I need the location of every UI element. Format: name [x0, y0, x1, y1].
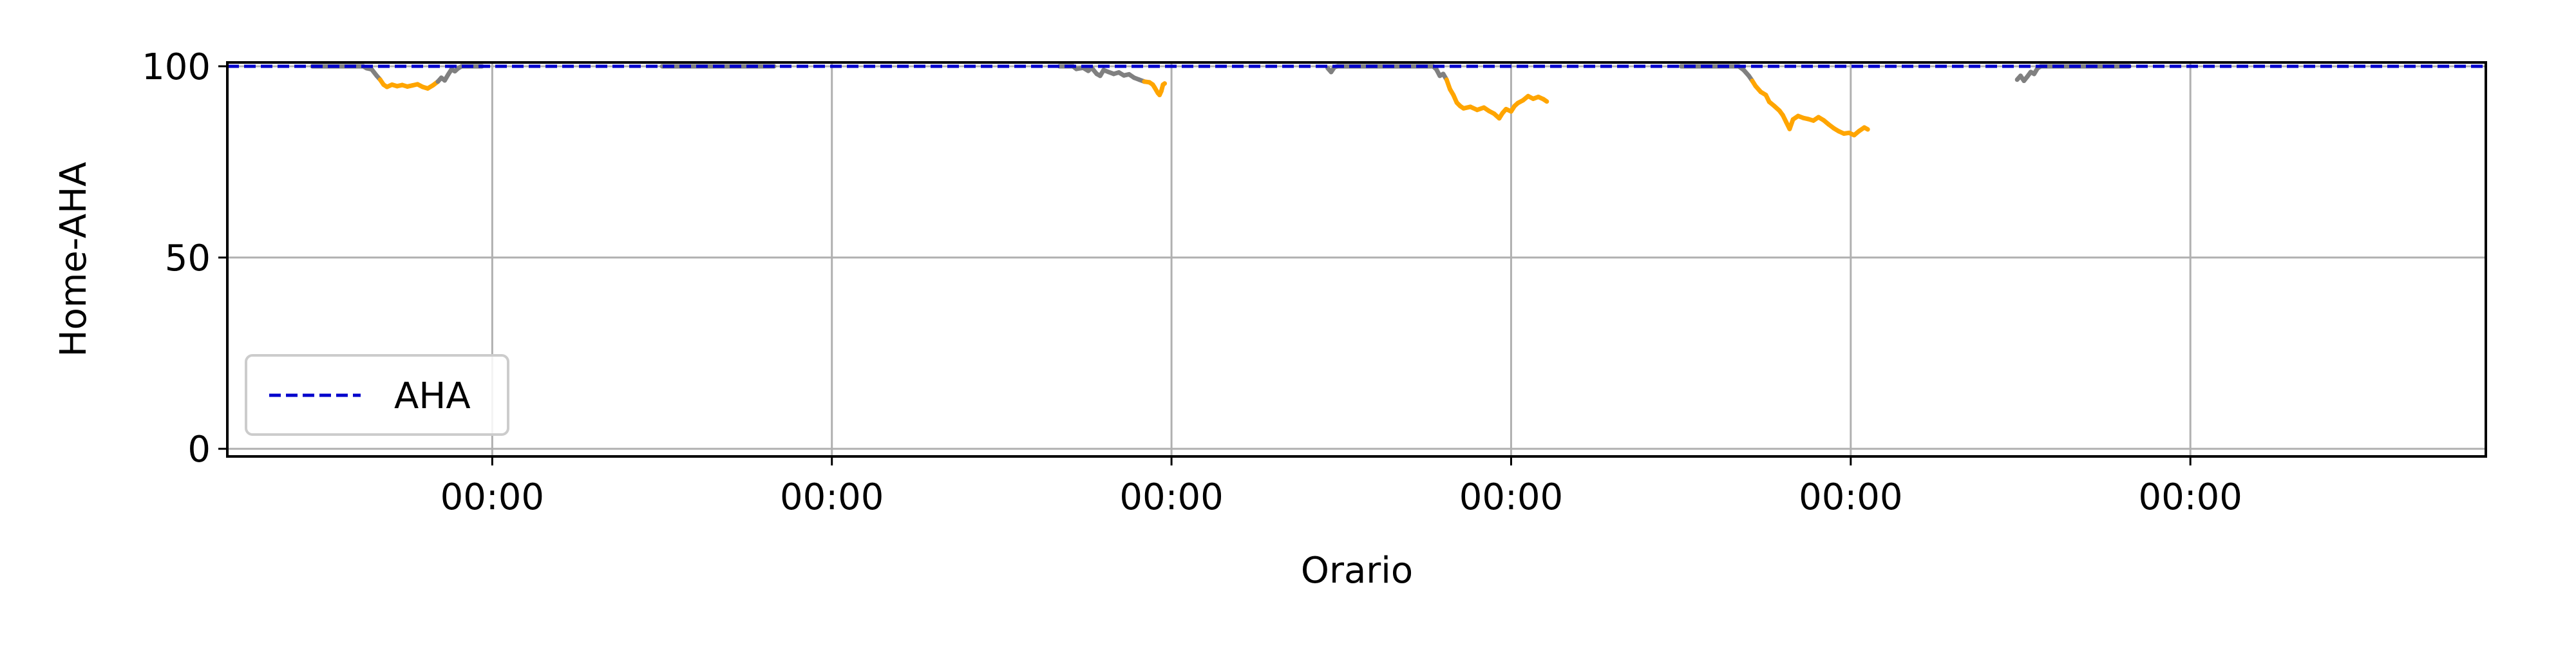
y-tick-label: 0 — [187, 429, 211, 471]
axis-ticks: 00:00 00:00 00:00 00:00 00:00 00:00 0 50 100 — [142, 46, 2242, 518]
y-tick-label: 50 — [165, 238, 211, 279]
y-axis-label: Home-AHA — [53, 162, 95, 357]
x-tick-label: 00:00 — [1119, 476, 1223, 518]
y-tick-label: 100 — [142, 46, 211, 88]
x-tick-label: 00:00 — [2138, 476, 2242, 518]
x-tick-label: 00:00 — [780, 476, 884, 518]
series-segment — [1541, 97, 1549, 104]
x-tick-label: 00:00 — [440, 476, 544, 518]
x-tick-label: 00:00 — [1459, 476, 1563, 518]
series-segment — [1160, 81, 1168, 87]
x-axis-label: Orario — [1301, 550, 1413, 592]
series-segment — [1862, 125, 1870, 132]
x-tick-label: 00:00 — [1799, 476, 1902, 518]
legend-label-aha: AHA — [394, 375, 471, 417]
legend: AHA — [245, 354, 509, 436]
legend-box — [245, 354, 509, 436]
plot-frame — [226, 61, 2487, 458]
